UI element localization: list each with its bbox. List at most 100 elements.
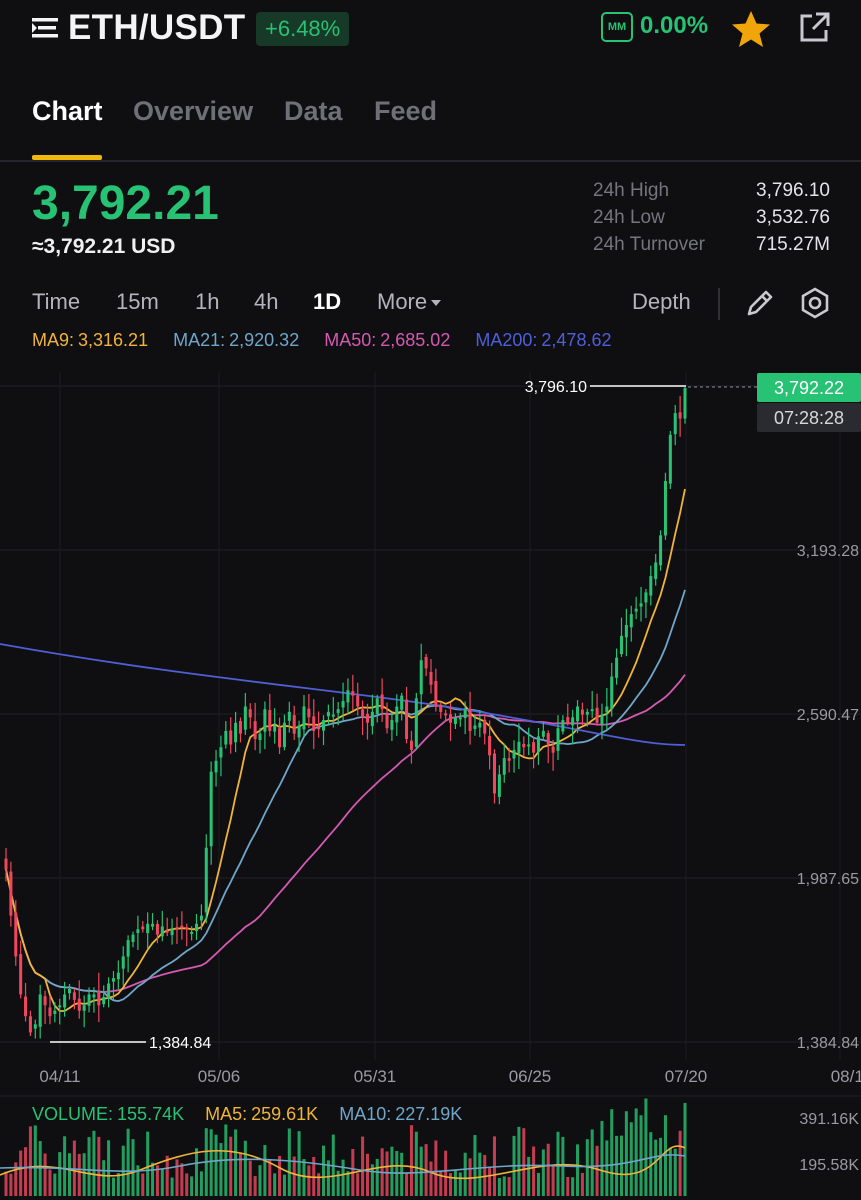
volume-ma10-value: 227.19K xyxy=(395,1104,463,1124)
hexagon-settings-icon[interactable] xyxy=(798,286,832,320)
candle-body xyxy=(185,927,189,930)
ma200-line xyxy=(0,643,686,746)
volume-bar xyxy=(82,1153,86,1196)
volume-bar xyxy=(361,1136,365,1196)
candle-body xyxy=(287,711,291,721)
pencil-icon[interactable] xyxy=(744,287,776,319)
ma50-line xyxy=(5,674,686,993)
tab-data[interactable]: Data xyxy=(284,96,343,126)
volume-bar xyxy=(97,1136,101,1196)
candle-body xyxy=(48,1007,52,1017)
volume-bar xyxy=(522,1128,526,1196)
ma21-value: 2,920.32 xyxy=(229,330,300,350)
candle-body xyxy=(395,706,399,723)
candle-body xyxy=(380,694,384,710)
candle-body xyxy=(463,709,467,719)
candle-body xyxy=(453,717,457,724)
volume-bar xyxy=(468,1158,472,1196)
volume-bar xyxy=(556,1131,560,1196)
candle-body xyxy=(38,994,42,1027)
candle-body xyxy=(151,923,155,927)
candle-body xyxy=(634,608,638,612)
candle-body xyxy=(556,728,560,751)
y-tick-label: 1,384.84 xyxy=(797,1035,859,1052)
menu-icon[interactable] xyxy=(32,14,60,42)
volume-bar xyxy=(488,1166,492,1196)
volume-bar xyxy=(580,1172,584,1196)
ma-legend: MA9: 3,316.21 MA21: 2,920.32 MA50: 2,685.02… xyxy=(32,330,631,351)
candle-body xyxy=(121,956,125,969)
volume-bar xyxy=(253,1176,257,1196)
volume-bar xyxy=(292,1156,296,1196)
interval-more[interactable]: More xyxy=(377,289,442,315)
depth-button[interactable]: Depth xyxy=(632,289,691,314)
volume-bar xyxy=(278,1155,282,1196)
volume-bar xyxy=(551,1164,555,1196)
usd-price: ≈3,792.21 USD xyxy=(32,235,176,258)
candle-body xyxy=(434,681,438,707)
candle-body xyxy=(419,660,423,695)
interval-time[interactable]: Time xyxy=(32,289,81,314)
candle-body xyxy=(92,994,96,998)
volume-bar xyxy=(243,1140,247,1196)
interval-1h[interactable]: 1h xyxy=(195,289,220,314)
interval-1d[interactable]: 1D xyxy=(313,289,342,314)
candle-body xyxy=(668,434,672,484)
volume-bar xyxy=(478,1152,482,1196)
ma9-name: MA9: xyxy=(32,330,75,350)
candle-body xyxy=(238,720,242,734)
volume-bar xyxy=(419,1146,423,1196)
candle-body xyxy=(629,614,633,628)
candle-body xyxy=(58,1005,62,1008)
volume-bar xyxy=(390,1146,394,1196)
interval-4h[interactable]: 4h xyxy=(254,289,279,314)
star-icon[interactable] xyxy=(730,8,772,50)
trading-pair[interactable]: ETH/USDT xyxy=(68,8,246,47)
volume-legend-item: VOLUME: 155.74K xyxy=(32,1104,192,1124)
external-link-icon[interactable] xyxy=(796,10,832,46)
candle-body xyxy=(444,713,448,716)
ma50-legend: MA50: 2,685.02 xyxy=(324,330,460,350)
candle-body xyxy=(502,758,506,775)
volume-bar xyxy=(263,1145,267,1196)
candle-body xyxy=(248,709,252,718)
candle-body xyxy=(546,733,550,745)
candle-body xyxy=(439,704,443,712)
volume-ma5-line xyxy=(0,1145,686,1180)
volume-bar xyxy=(87,1137,91,1196)
candle-body xyxy=(229,730,233,745)
candle-body xyxy=(111,978,115,982)
candlestick-chart[interactable]: 3,193.28 2,590.47 1,987.65 1,384.84 04/11 05/… xyxy=(0,360,861,1200)
mm-value[interactable]: 0.00% xyxy=(640,12,709,39)
candle-body xyxy=(28,1016,32,1033)
volume-bar xyxy=(219,1143,223,1196)
tab-overview[interactable]: Overview xyxy=(133,96,254,126)
candle-body xyxy=(67,988,72,994)
volume-bar xyxy=(639,1115,643,1196)
change-badge: +6.48% xyxy=(256,12,350,46)
caret-down-icon xyxy=(431,300,442,307)
candle-body xyxy=(180,925,184,928)
candle-body xyxy=(409,740,413,750)
volume-bar xyxy=(502,1176,506,1196)
candle-body xyxy=(610,676,614,710)
candle-body xyxy=(170,929,174,936)
volume-bar xyxy=(287,1128,291,1196)
volume-bar xyxy=(4,1171,8,1196)
candle-body xyxy=(126,940,130,957)
candle-body xyxy=(571,717,575,726)
x-tick-label: 05/06 xyxy=(198,1067,241,1086)
candle-body xyxy=(619,635,624,655)
volume-bar xyxy=(302,1159,306,1196)
candle-body xyxy=(663,481,667,536)
volume-bar xyxy=(405,1173,409,1196)
candle-body xyxy=(175,927,179,930)
tab-chart[interactable]: Chart xyxy=(32,96,103,126)
interval-15m[interactable]: 15m xyxy=(116,289,159,314)
mm-badge-icon[interactable]: MM xyxy=(601,12,633,42)
volume-bar xyxy=(600,1120,604,1196)
tab-feed[interactable]: Feed xyxy=(374,96,438,126)
candle-body xyxy=(336,709,340,713)
stat-label-low: 24h Low xyxy=(593,207,665,228)
candle-body xyxy=(566,717,570,723)
